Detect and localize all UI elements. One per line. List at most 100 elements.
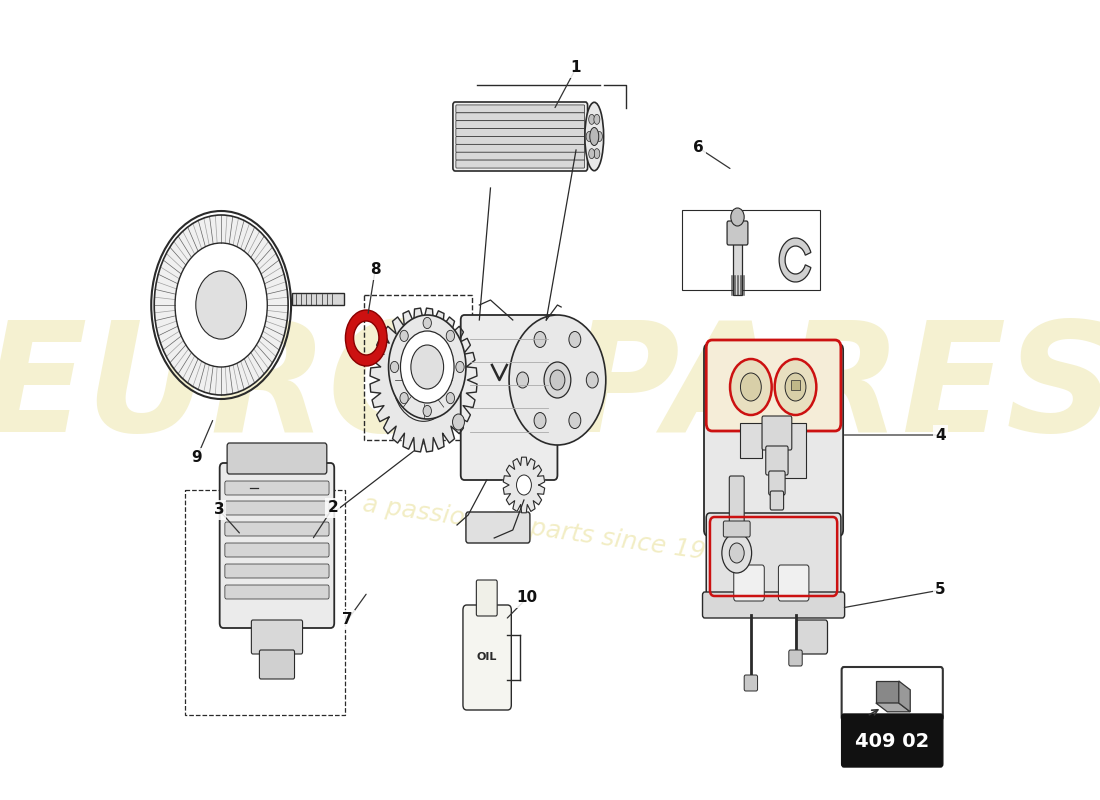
FancyBboxPatch shape	[729, 476, 745, 525]
Bar	[733, 240, 741, 295]
FancyBboxPatch shape	[779, 565, 808, 601]
Circle shape	[175, 243, 267, 367]
FancyBboxPatch shape	[455, 160, 584, 168]
Circle shape	[569, 413, 581, 429]
FancyBboxPatch shape	[453, 102, 587, 171]
Bar	[791, 380, 800, 390]
FancyBboxPatch shape	[227, 443, 327, 474]
Bar	[778, 423, 806, 478]
Polygon shape	[899, 681, 910, 712]
FancyBboxPatch shape	[455, 137, 584, 145]
FancyBboxPatch shape	[455, 152, 584, 160]
Circle shape	[740, 373, 761, 401]
Ellipse shape	[596, 131, 603, 142]
FancyBboxPatch shape	[766, 446, 788, 475]
FancyBboxPatch shape	[703, 592, 845, 618]
FancyBboxPatch shape	[842, 667, 943, 720]
Ellipse shape	[585, 102, 604, 170]
FancyBboxPatch shape	[455, 121, 584, 129]
FancyBboxPatch shape	[455, 105, 584, 113]
Circle shape	[447, 330, 454, 342]
Polygon shape	[370, 308, 477, 452]
Circle shape	[154, 215, 288, 395]
FancyBboxPatch shape	[224, 543, 329, 557]
Text: 7: 7	[342, 613, 353, 627]
Circle shape	[774, 359, 816, 415]
Circle shape	[388, 315, 466, 419]
Circle shape	[535, 413, 546, 429]
Ellipse shape	[588, 149, 595, 158]
FancyBboxPatch shape	[769, 471, 785, 495]
Polygon shape	[504, 457, 544, 513]
FancyBboxPatch shape	[461, 315, 558, 480]
Circle shape	[400, 330, 408, 342]
Text: 9: 9	[191, 450, 202, 466]
Ellipse shape	[586, 131, 592, 142]
Circle shape	[729, 543, 745, 563]
Circle shape	[424, 318, 431, 329]
FancyBboxPatch shape	[224, 564, 329, 578]
FancyBboxPatch shape	[796, 620, 827, 654]
FancyBboxPatch shape	[762, 416, 792, 450]
FancyBboxPatch shape	[224, 585, 329, 599]
Circle shape	[730, 359, 772, 415]
Text: 5: 5	[935, 582, 946, 598]
FancyBboxPatch shape	[455, 144, 584, 152]
Text: 1: 1	[571, 61, 581, 75]
FancyBboxPatch shape	[252, 620, 302, 654]
Circle shape	[586, 372, 598, 388]
Ellipse shape	[594, 114, 600, 124]
Bar	[739, 423, 762, 458]
Text: 6: 6	[693, 141, 704, 155]
Text: 10: 10	[516, 590, 538, 606]
Circle shape	[569, 331, 581, 347]
Text: a passion for parts since 1985: a passion for parts since 1985	[361, 492, 739, 568]
Circle shape	[447, 393, 454, 404]
FancyBboxPatch shape	[704, 344, 843, 536]
FancyBboxPatch shape	[745, 675, 758, 691]
Ellipse shape	[590, 127, 598, 146]
Circle shape	[535, 331, 546, 347]
FancyBboxPatch shape	[706, 340, 840, 431]
Circle shape	[393, 338, 454, 422]
Circle shape	[517, 475, 531, 495]
FancyBboxPatch shape	[466, 512, 530, 543]
FancyBboxPatch shape	[770, 491, 783, 510]
Circle shape	[390, 362, 398, 373]
Ellipse shape	[588, 114, 595, 124]
FancyBboxPatch shape	[260, 650, 295, 679]
FancyBboxPatch shape	[224, 522, 329, 536]
Circle shape	[400, 393, 408, 404]
Text: OIL: OIL	[476, 652, 497, 662]
FancyBboxPatch shape	[455, 113, 584, 121]
Bar	[186, 490, 345, 715]
Text: EUROSPARES: EUROSPARES	[0, 315, 1100, 465]
Text: 4: 4	[935, 427, 946, 442]
FancyBboxPatch shape	[789, 650, 802, 666]
Text: 409 02: 409 02	[855, 732, 930, 750]
Bar	[292, 293, 344, 305]
Text: 8: 8	[370, 262, 381, 278]
Circle shape	[730, 208, 745, 226]
Wedge shape	[779, 238, 811, 282]
Bar	[682, 210, 821, 290]
Circle shape	[722, 533, 751, 573]
Circle shape	[196, 271, 246, 339]
Circle shape	[517, 372, 529, 388]
Circle shape	[550, 370, 565, 390]
Circle shape	[424, 406, 431, 417]
Circle shape	[452, 414, 464, 430]
Wedge shape	[345, 310, 387, 366]
Bar	[364, 295, 472, 440]
FancyBboxPatch shape	[724, 521, 750, 537]
FancyBboxPatch shape	[727, 221, 748, 245]
Text: 3: 3	[213, 502, 224, 518]
FancyBboxPatch shape	[224, 501, 329, 515]
FancyBboxPatch shape	[455, 129, 584, 137]
Circle shape	[455, 362, 464, 373]
FancyBboxPatch shape	[463, 605, 512, 710]
FancyBboxPatch shape	[842, 714, 943, 767]
Circle shape	[544, 362, 571, 398]
FancyBboxPatch shape	[220, 463, 334, 628]
Circle shape	[509, 315, 606, 445]
